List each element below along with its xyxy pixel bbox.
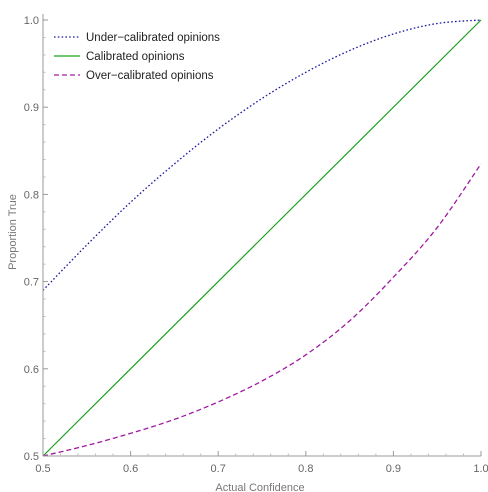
x-tick-label: 0.8: [298, 463, 313, 475]
plot-area: 0.5 0.6 0.7 0.8 0.9 1.0 0.5 0.6 0.7 0.8 0.9 1.0 Und…: [24, 14, 488, 475]
series-line-1: [42, 19, 482, 457]
y-axis-title: Proportion True: [7, 194, 19, 270]
y-tick-label: 0.7: [24, 277, 39, 289]
y-tick-label: 0.5: [24, 451, 39, 463]
y-tick-label: 0.6: [24, 364, 39, 376]
x-tick-label: 0.7: [211, 463, 226, 475]
y-tick-label: 0.8: [24, 189, 39, 201]
x-axis-title: Actual Confidence: [215, 482, 304, 492]
legend-label-0: Under−calibrated opinions: [86, 32, 220, 44]
series-line-2: [42, 163, 482, 457]
series-line-0: [42, 19, 482, 291]
x-tick-label: 0.9: [386, 463, 401, 475]
y-tick-label: 1.0: [24, 15, 39, 27]
x-tick-label: 1.0: [473, 463, 488, 475]
y-tick-label: 0.9: [24, 102, 39, 114]
x-tick-label: 0.5: [35, 463, 50, 475]
legend: Under−calibrated opinions Calibrated opin…: [54, 32, 220, 82]
x-tick-label: 0.6: [123, 463, 138, 475]
legend-label-1: Calibrated opinions: [86, 51, 185, 63]
legend-label-2: Over−calibrated opinions: [86, 70, 214, 82]
